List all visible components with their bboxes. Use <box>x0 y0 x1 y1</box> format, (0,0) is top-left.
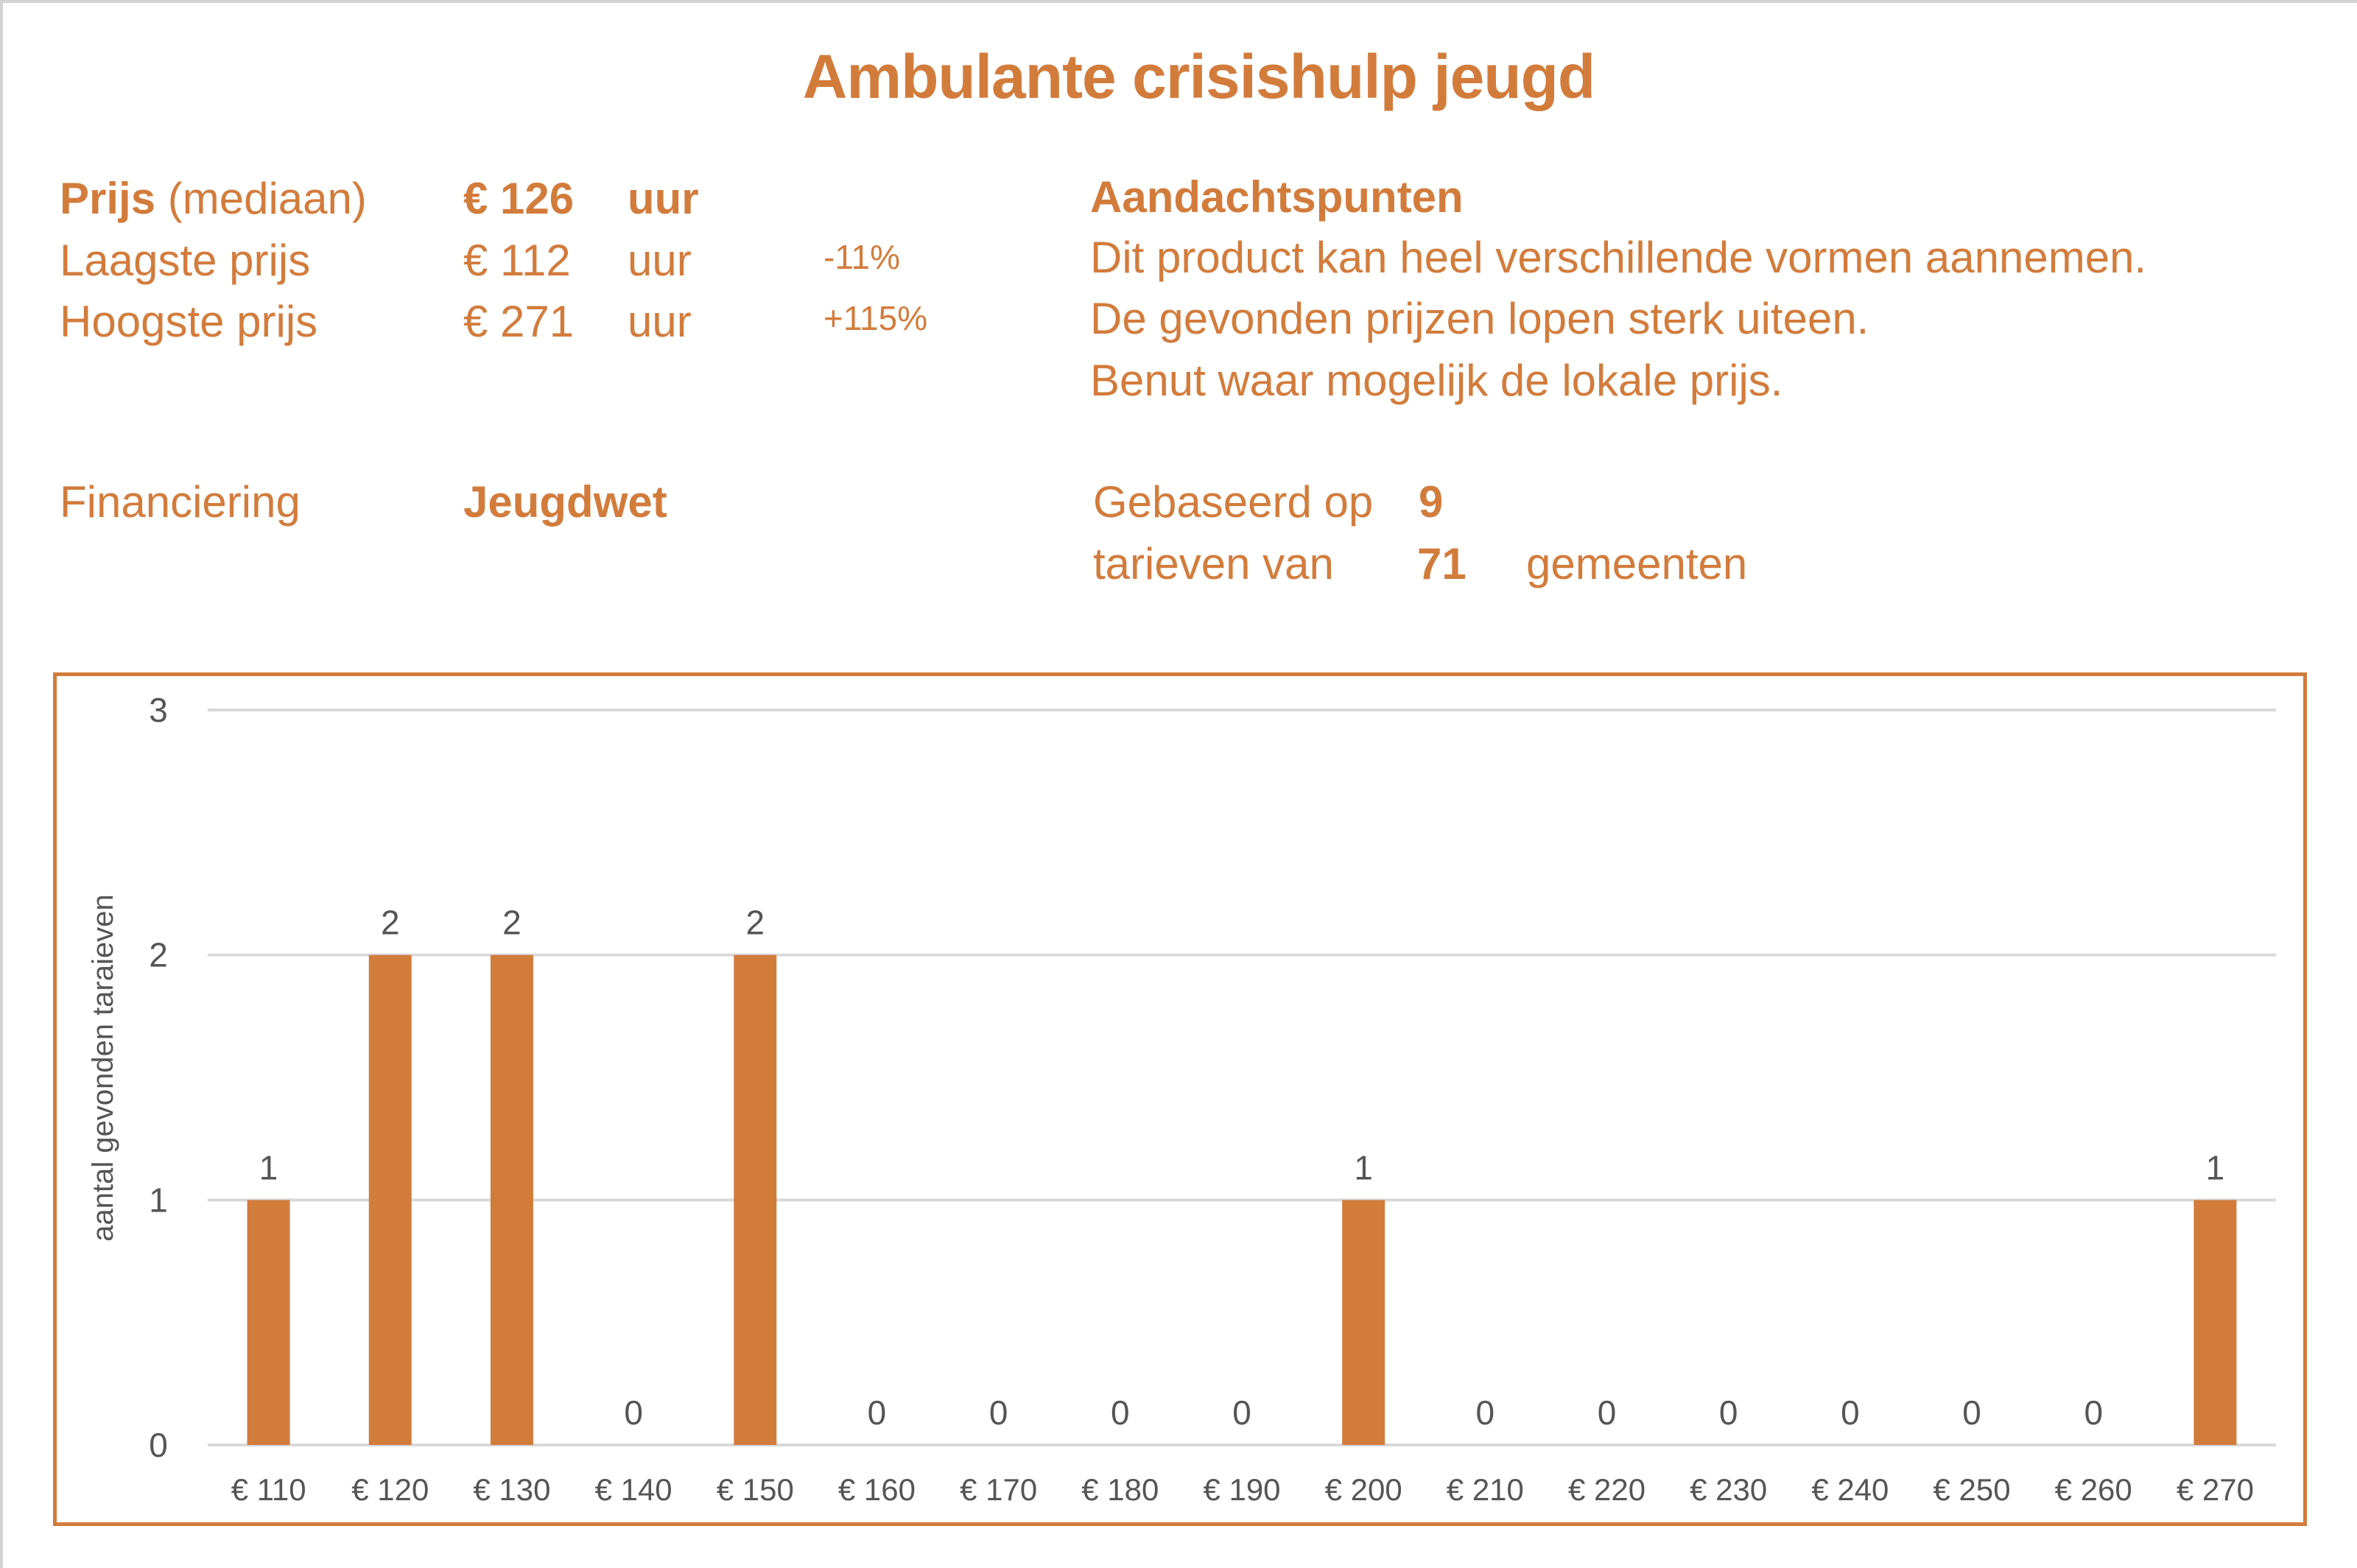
notes-line: Dit product kan heel verschillende vorme… <box>1090 233 2147 282</box>
data-label: 0 <box>1111 1393 1130 1432</box>
basis-suffix: gemeenten <box>1526 539 1748 588</box>
x-tick-label: € 120 <box>351 1472 429 1507</box>
y-tick-label: 1 <box>149 1181 168 1219</box>
data-label: 0 <box>2084 1393 2103 1432</box>
y-tick-label: 3 <box>149 691 168 729</box>
x-tick-label: € 260 <box>2055 1472 2132 1507</box>
x-tick-label: € 230 <box>1690 1472 1767 1507</box>
lowest-price-label: Laagste prijs <box>60 236 311 285</box>
data-label: 0 <box>1476 1393 1495 1432</box>
notes-line: De gevonden prijzen lopen sterk uiteen. <box>1090 294 1869 343</box>
median-price-unit: uur <box>628 174 699 223</box>
x-tick-label: € 210 <box>1447 1472 1524 1507</box>
median-price-label-bold: Prijs <box>60 174 156 223</box>
bar <box>368 954 412 1445</box>
data-label: 1 <box>1354 1148 1373 1186</box>
median-price-value: € 126 <box>463 174 575 223</box>
data-label: 0 <box>1232 1393 1251 1432</box>
page-title: Ambulante crisishulp jeugd <box>802 42 1595 111</box>
bar <box>247 1200 290 1445</box>
highest-price-diff: +115% <box>823 299 928 337</box>
data-label: 1 <box>2206 1148 2225 1186</box>
x-tick-label: € 110 <box>231 1472 306 1507</box>
basis-rates-count: 9 <box>1419 477 1444 527</box>
highest-price-value: € 271 <box>463 297 575 346</box>
notes-line: Benut waar mogelijk de lokale prijs. <box>1090 356 1783 405</box>
x-tick-label: € 160 <box>838 1472 916 1507</box>
bar <box>734 954 777 1445</box>
x-tick-label: € 190 <box>1203 1472 1280 1507</box>
x-tick-label: € 200 <box>1325 1472 1402 1507</box>
gridlines <box>208 709 2276 1446</box>
data-label: 2 <box>381 904 400 942</box>
data-label: 0 <box>1962 1393 1981 1432</box>
page-border-top <box>0 0 2357 3</box>
highest-price-unit: uur <box>628 297 692 346</box>
lowest-price-diff: -11% <box>823 238 900 276</box>
x-tick-label: € 130 <box>473 1472 550 1507</box>
data-label: 1 <box>259 1148 278 1186</box>
x-tick-label: € 220 <box>1568 1472 1645 1507</box>
y-tick-label: 0 <box>149 1426 168 1464</box>
x-tick-label: € 270 <box>2177 1472 2254 1507</box>
lowest-price-unit: uur <box>628 236 692 285</box>
data-label: 0 <box>1719 1393 1738 1432</box>
x-tick-labels: € 110 € 120 € 130 € 140 € 150 € 160 € 170 € 180… <box>231 1472 2254 1507</box>
data-label: 0 <box>1598 1393 1617 1432</box>
data-label: 0 <box>624 1393 643 1432</box>
data-label: 0 <box>1841 1393 1860 1432</box>
data-label: 0 <box>989 1393 1008 1432</box>
highest-price-label: Hoogste prijs <box>60 297 318 346</box>
data-label: 0 <box>868 1393 887 1432</box>
lowest-price-value: € 112 <box>463 236 571 285</box>
median-price-label-rest: (mediaan) <box>167 174 367 223</box>
bar <box>490 954 533 1445</box>
data-label: 2 <box>502 904 521 942</box>
chart-frame <box>53 672 2307 1526</box>
financing-value: Jeugdwet <box>463 477 667 527</box>
data-label: 2 <box>745 904 765 942</box>
x-tick-label: € 180 <box>1081 1472 1159 1507</box>
bar <box>1342 1200 1385 1445</box>
financing-label: Financiering <box>60 477 301 527</box>
median-price-label: Prijs (mediaan) <box>60 177 367 221</box>
basis-middle: tarieven van <box>1093 539 1334 588</box>
data-labels: 1 2 2 0 2 0 0 0 0 1 0 0 0 0 0 0 1 <box>259 904 2224 1432</box>
page-border-left <box>0 0 3 1568</box>
x-tick-label: € 150 <box>717 1472 794 1507</box>
y-tick-label: 2 <box>149 936 168 974</box>
x-tick-label: € 140 <box>595 1472 672 1507</box>
basis-prefix: Gebaseerd op <box>1093 477 1374 527</box>
notes-heading: Aandachtspunten <box>1090 172 1464 222</box>
y-axis-title: aantal gevonden taraieven <box>87 894 119 1241</box>
x-tick-label: € 170 <box>960 1472 1037 1507</box>
y-tick-labels: 0 1 2 3 <box>149 691 168 1464</box>
x-tick-label: € 250 <box>1933 1472 2011 1507</box>
bar <box>2193 1200 2237 1445</box>
x-tick-label: € 240 <box>1811 1472 1889 1507</box>
basis-municipalities-count: 71 <box>1417 539 1466 588</box>
bars <box>247 954 2237 1445</box>
